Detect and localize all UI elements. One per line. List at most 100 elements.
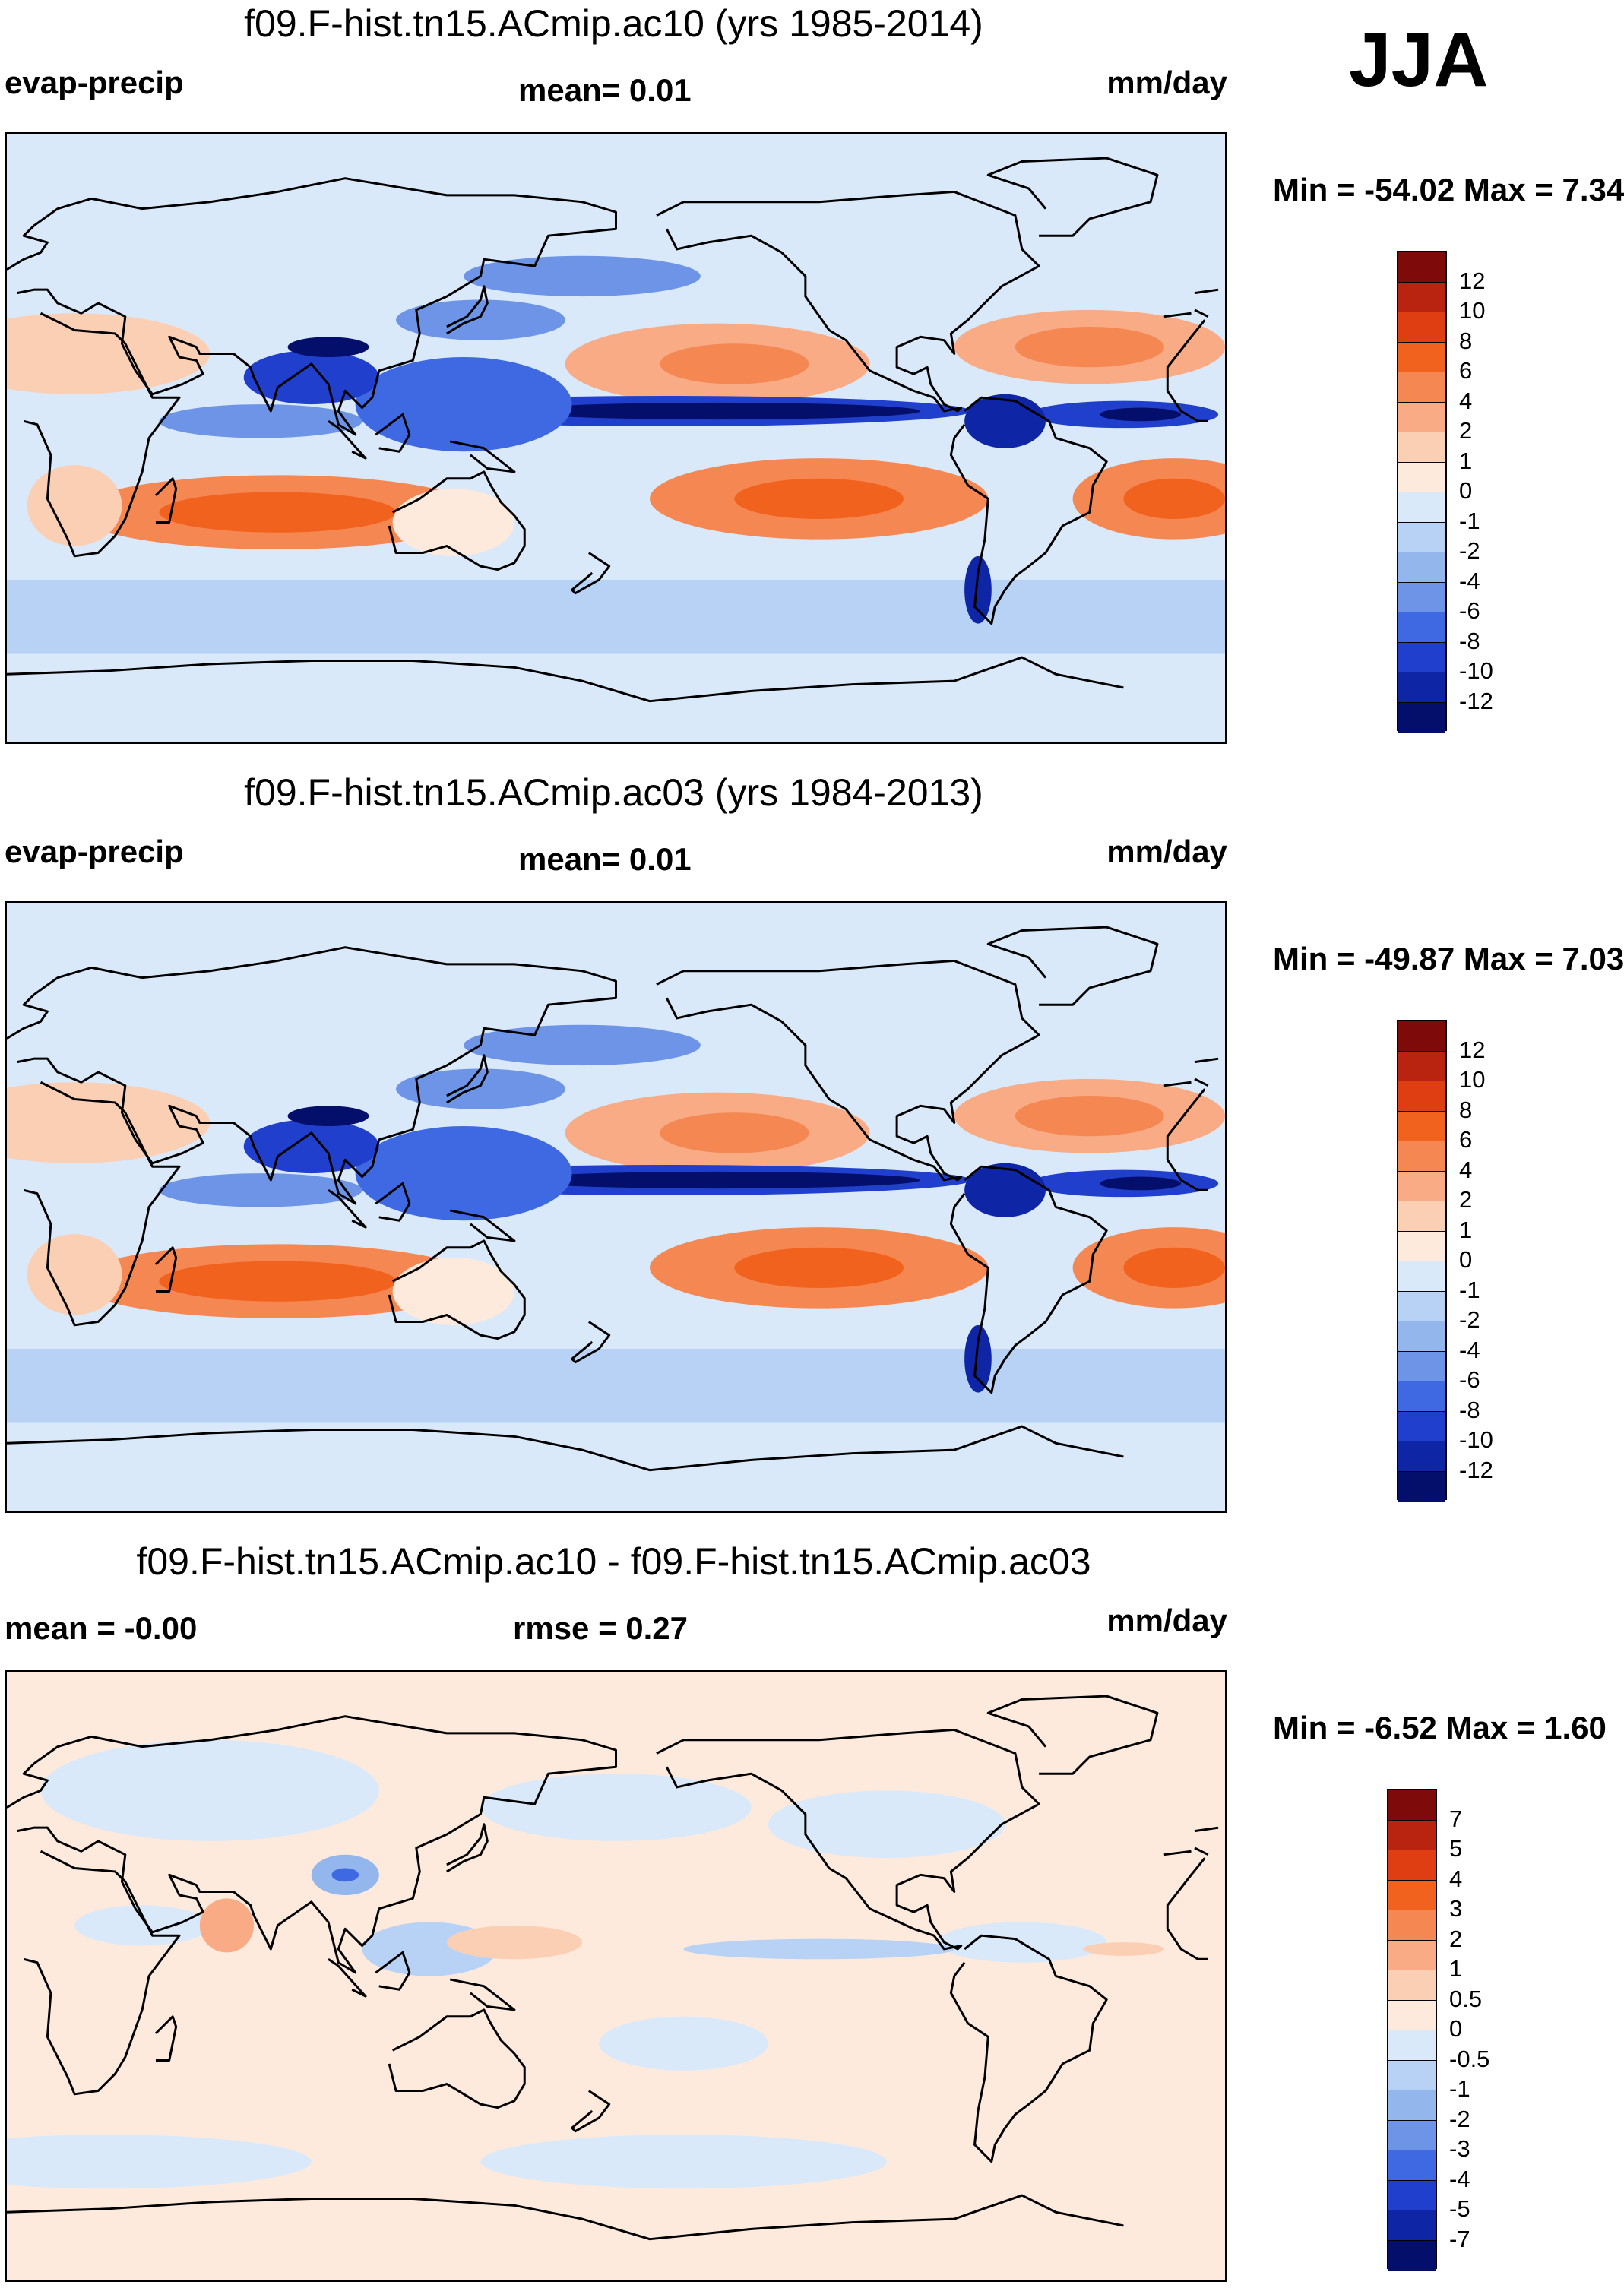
colorbar-tick-label: 2 <box>1459 1186 1473 1213</box>
coastline <box>656 1728 1040 1951</box>
colorbar-tick-label: 4 <box>1449 1865 1463 1892</box>
chile-coast <box>964 555 992 624</box>
colorbar-tick-label: 10 <box>1459 1066 1486 1093</box>
rmse-label: rmse = 0.27 <box>513 1610 689 1646</box>
coastline <box>375 1182 411 1222</box>
north-atlantic-high-core <box>1015 1096 1164 1137</box>
colorbar-swatch <box>1388 1790 1436 1821</box>
coastline <box>450 440 516 473</box>
south-indian-high-core <box>159 492 397 533</box>
indian-ocean-itcz <box>159 1173 362 1207</box>
coastline <box>571 2090 611 2133</box>
baiu-front <box>396 299 565 340</box>
colorbar-swatch <box>1398 1231 1445 1261</box>
colorbar-tick-label: 0 <box>1459 477 1473 504</box>
pacific-itcz-core <box>514 402 921 420</box>
colorbar-tick-label: -1 <box>1459 1276 1480 1303</box>
himalaya-monsoon <box>287 1106 369 1126</box>
panel-title: f09.F-hist.tn15.ACmip.ac03 (yrs 1984-201… <box>244 771 983 814</box>
coastline <box>1163 1081 1192 1087</box>
evap-precip-map <box>5 132 1227 744</box>
south-indian-high-core <box>159 1261 397 1302</box>
coastline <box>7 656 1124 703</box>
season-label: JJA <box>1349 17 1489 103</box>
coastline <box>7 1425 1124 1472</box>
coastline <box>7 2194 1124 2241</box>
difference-map <box>5 1670 1227 2282</box>
coastline <box>375 413 411 453</box>
colorbar-tick-label: -7 <box>1449 2225 1470 2252</box>
colorbar-tick-label: 0.5 <box>1449 1985 1483 2012</box>
colorbar-tick-label: 7 <box>1449 1805 1463 1832</box>
arctic-band <box>7 903 1225 971</box>
coastline <box>1194 1826 1219 1833</box>
diff-north-pacific <box>480 1774 752 1841</box>
diff-west-pacific <box>446 1925 582 1960</box>
colorbar-tick-label: 10 <box>1459 297 1486 324</box>
colorbar-swatch <box>1398 1201 1445 1232</box>
coastline <box>1194 309 1209 318</box>
colorbar-swatch <box>1398 1171 1445 1201</box>
colorbar-swatch <box>1388 1850 1436 1881</box>
colorbar-swatch <box>1398 672 1445 703</box>
min-max-label: Min = -54.02 Max = 7.34 <box>1273 172 1624 207</box>
colorbar-tick-label: -10 <box>1459 1426 1493 1453</box>
colorbar-swatch <box>1388 1970 1436 2001</box>
colorbar-tick-label: -3 <box>1449 2135 1470 2162</box>
coastline <box>949 396 1108 625</box>
south-atlantic-high-core <box>1123 478 1225 520</box>
diff-southern-ocean-1 <box>7 2135 312 2189</box>
coastline <box>986 926 1159 1006</box>
mean-label: mean = -0.00 <box>5 1610 198 1646</box>
chile-coast <box>964 1324 992 1393</box>
colorbar-tick-label: -2 <box>1459 537 1480 564</box>
variable-label: evap-precip <box>5 65 184 100</box>
variable-label: evap-precip <box>5 834 184 869</box>
southeast-pacific-high-core <box>734 1247 904 1289</box>
australia-near-zero <box>392 1258 514 1325</box>
panel-title: f09.F-hist.tn15.ACmip.ac10 (yrs 1985-201… <box>244 2 983 45</box>
colorbar-swatch <box>1398 1021 1445 1052</box>
diff-arabian-sea <box>199 1898 255 1953</box>
colorbar-swatch <box>1388 2180 1436 2210</box>
colorbar-swatch <box>1398 1381 1445 1412</box>
southern-africa-positive <box>27 465 122 546</box>
colorbar-swatch <box>1388 2240 1436 2271</box>
coastline <box>328 420 367 460</box>
coastline <box>7 946 617 1205</box>
colorbar-tick-label: 6 <box>1459 1126 1473 1153</box>
coastline <box>450 1978 516 2011</box>
australia-near-zero <box>392 489 514 556</box>
panel-title: f09.F-hist.tn15.ACmip.ac10 - f09.F-hist.… <box>136 1540 1091 1583</box>
colorbar-swatch <box>1388 2030 1436 2061</box>
southern-ocean-band <box>7 1348 1225 1423</box>
colorbar-tick-label: 1 <box>1459 447 1473 474</box>
coastline <box>986 1695 1159 1775</box>
colorbar-swatch <box>1398 1141 1445 1172</box>
coastline <box>1166 319 1208 422</box>
colorbar-tick-label: -8 <box>1459 1396 1480 1423</box>
coastline <box>1163 312 1192 318</box>
colorbar-tick-label: 2 <box>1449 1925 1463 1952</box>
coastline <box>450 1209 516 1242</box>
colorbar-swatch <box>1398 1261 1445 1292</box>
coastline <box>388 470 526 571</box>
colorbar-tick-label: -0.5 <box>1449 2045 1490 2072</box>
colorbar-swatch <box>1388 1880 1436 1910</box>
colorbar-tick-label: -4 <box>1449 2165 1470 2192</box>
warm-pool <box>355 1125 572 1221</box>
colorbar-swatch <box>1398 1051 1445 1081</box>
colorbar-swatch <box>1388 1820 1436 1850</box>
colorbar-swatch <box>1398 342 1445 372</box>
coastline <box>7 177 617 436</box>
colorbar-swatch <box>1388 2000 1436 2030</box>
coastline <box>986 157 1159 237</box>
diff-eurasia <box>40 1739 379 1841</box>
coastline <box>154 2015 178 2062</box>
colorbar-swatch <box>1398 1081 1445 1112</box>
colorbar-swatch <box>1398 1411 1445 1441</box>
coastline <box>1194 1847 1209 1856</box>
coastline <box>1194 288 1219 295</box>
colorbar-swatch <box>1398 1321 1445 1352</box>
himalaya-monsoon <box>287 337 369 357</box>
